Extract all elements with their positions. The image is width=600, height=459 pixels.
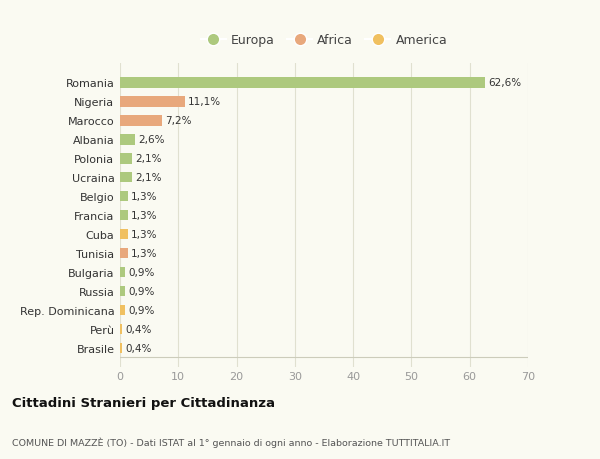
Legend: Europa, Africa, America: Europa, Africa, America (201, 34, 447, 47)
Bar (120, 286, 125, 297)
Text: 2,1%: 2,1% (136, 154, 162, 164)
Bar (120, 97, 185, 107)
Text: 2,6%: 2,6% (139, 135, 165, 145)
Bar (120, 230, 128, 240)
Text: Cittadini Stranieri per Cittadinanza: Cittadini Stranieri per Cittadinanza (12, 396, 275, 409)
Text: 0,9%: 0,9% (129, 305, 155, 315)
Bar (120, 324, 122, 335)
Text: 62,6%: 62,6% (488, 78, 521, 88)
Text: 11,1%: 11,1% (188, 97, 221, 107)
Bar (120, 211, 128, 221)
Bar (120, 173, 132, 183)
Bar (120, 191, 128, 202)
Text: 1,3%: 1,3% (131, 230, 158, 240)
Text: COMUNE DI MAZZÈ (TO) - Dati ISTAT al 1° gennaio di ogni anno - Elaborazione TUTT: COMUNE DI MAZZÈ (TO) - Dati ISTAT al 1° … (12, 437, 450, 447)
Bar (120, 78, 485, 89)
Bar (120, 305, 125, 316)
Bar (120, 154, 132, 164)
Bar (120, 135, 135, 145)
Text: 0,4%: 0,4% (126, 325, 152, 334)
Bar (120, 248, 128, 259)
Text: 1,3%: 1,3% (131, 211, 158, 221)
Text: 1,3%: 1,3% (131, 249, 158, 258)
Text: 7,2%: 7,2% (166, 116, 192, 126)
Text: 2,1%: 2,1% (136, 173, 162, 183)
Text: 1,3%: 1,3% (131, 192, 158, 202)
Text: 0,9%: 0,9% (129, 268, 155, 278)
Bar (120, 343, 122, 353)
Text: 0,9%: 0,9% (129, 286, 155, 297)
Text: 0,4%: 0,4% (126, 343, 152, 353)
Bar (120, 116, 162, 126)
Bar (120, 267, 125, 278)
